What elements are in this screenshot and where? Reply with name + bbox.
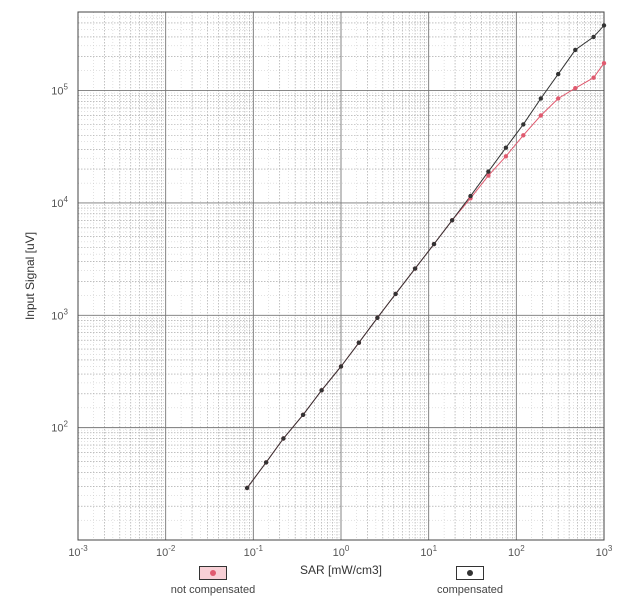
data-point-compensated <box>468 193 473 199</box>
y-tick-label: 104 <box>51 195 68 210</box>
legend-compensated: compensated <box>400 566 540 596</box>
data-point-compensated <box>244 485 250 491</box>
legend-not-compensated-label: not compensated <box>170 584 256 596</box>
x-tick-label: 10-3 <box>68 544 88 559</box>
legend-not-compensated: not compensated <box>143 566 283 596</box>
legend-compensated-marker <box>467 570 473 576</box>
data-point-compensated <box>449 218 455 223</box>
data-point-not-compensated <box>556 96 561 101</box>
y-tick-label: 103 <box>51 307 68 322</box>
data-point-compensated <box>300 412 306 417</box>
data-point-not-compensated <box>538 113 543 118</box>
data-point-compensated <box>521 122 526 127</box>
data-point-compensated <box>356 340 362 345</box>
x-tick-label: 101 <box>420 544 437 559</box>
plot-frame <box>77 11 605 541</box>
data-point-not-compensated <box>573 86 578 91</box>
data-point-compensated <box>601 23 607 28</box>
data-point-compensated <box>412 266 418 271</box>
y-axis-title: Input Signal [uV] <box>23 232 37 320</box>
data-point-compensated <box>375 315 380 320</box>
x-tick-label: 10-2 <box>156 544 176 559</box>
tick-layer: 10-3 10-2 10-1 100 101 102 103 102 103 104 105 <box>51 83 613 559</box>
x-tick-label: 10-1 <box>244 544 264 559</box>
data-point-not-compensated <box>486 173 491 178</box>
data-point-compensated <box>263 460 269 465</box>
data-point-not-compensated <box>503 154 509 159</box>
data-point-not-compensated <box>521 133 526 138</box>
data-point-compensated <box>319 388 324 393</box>
series-line-compensated <box>246 25 605 489</box>
legend-not-compensated-marker <box>210 570 216 576</box>
data-point-compensated <box>431 241 437 247</box>
data-point-compensated <box>486 169 491 174</box>
data-point-compensated <box>338 364 344 369</box>
data-point-not-compensated <box>591 75 596 80</box>
data-point-compensated <box>503 145 509 150</box>
y-tick-label: 102 <box>51 420 68 435</box>
x-tick-label: 103 <box>596 544 613 559</box>
data-point-compensated <box>591 34 596 40</box>
y-tick-label: 105 <box>51 83 68 98</box>
x-axis-title: SAR [mW/cm3] <box>300 563 382 577</box>
data-point-compensated <box>556 71 561 77</box>
legend-not-compensated-swatch <box>199 566 227 580</box>
legend-compensated-swatch <box>456 566 484 580</box>
data-point-compensated <box>538 96 543 101</box>
data-point-compensated <box>393 291 398 297</box>
data-point-compensated <box>281 436 286 441</box>
data-point-not-compensated <box>601 61 607 66</box>
x-tick-label: 100 <box>333 544 350 559</box>
series-layer <box>244 23 607 491</box>
x-tick-label: 102 <box>508 544 525 559</box>
legend-compensated-label: compensated <box>436 584 504 596</box>
data-point-compensated <box>573 47 578 53</box>
series-line-not-compensated <box>246 62 605 489</box>
